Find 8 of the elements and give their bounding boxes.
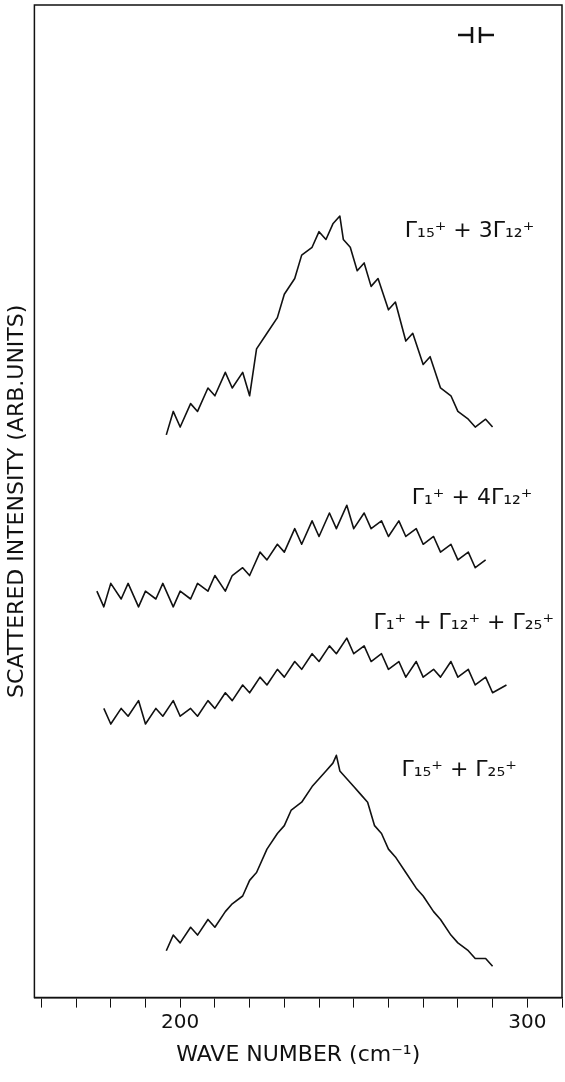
text: Γ₁₅⁺ + 3Γ₁₂⁺ xyxy=(404,216,535,242)
series-label: Γ₁⁺ + 4Γ₁₂⁺ xyxy=(411,484,533,510)
x-axis-title: WAVE NUMBER (cm⁻¹) xyxy=(176,1040,421,1066)
y-axis-title: SCATTERED INTENSITY (ARB.UNITS) xyxy=(2,304,28,698)
x-tick-label: 200 xyxy=(161,1008,200,1033)
series-label: Γ₁⁺ + Γ₁₂⁺ + Γ₂₅⁺ xyxy=(373,609,554,635)
series-label: Γ₁₅⁺ + Γ₂₅⁺ xyxy=(401,756,517,782)
x-tick-label: 300 xyxy=(508,1008,547,1033)
